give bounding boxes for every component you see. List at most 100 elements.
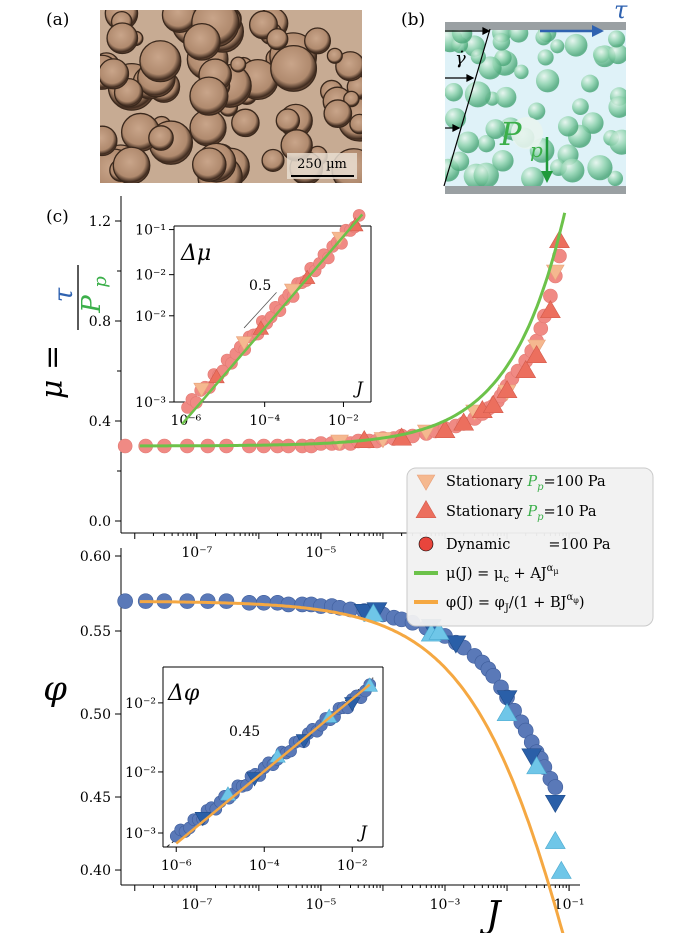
delta-phi-inset: Δφ J 0.45 10⁻⁶ 10⁻⁴ 10⁻² 10⁻³ 10⁻² 10⁻² bbox=[125, 666, 384, 874]
inset-y-tick-label: 10⁻³ bbox=[125, 826, 156, 842]
droplet bbox=[189, 76, 229, 116]
particle bbox=[535, 69, 560, 93]
x-tick-label: 10⁻⁷ bbox=[181, 545, 212, 561]
phi-stationary-10-point bbox=[550, 860, 572, 879]
particle bbox=[564, 33, 588, 57]
legend-label-4: φ(J) = φJ/(1 + BJαφ) bbox=[446, 592, 584, 614]
particle bbox=[572, 98, 589, 116]
inset-mu-slope-line bbox=[243, 292, 277, 329]
y-tick-label: 0.60 bbox=[80, 549, 111, 565]
y-tick-label: 0.40 bbox=[80, 863, 111, 879]
droplet bbox=[343, 90, 360, 108]
droplet bbox=[326, 47, 343, 64]
mu-dynamic-point bbox=[533, 321, 549, 336]
y-tick-label: 0.0 bbox=[89, 514, 111, 530]
droplet bbox=[270, 44, 318, 92]
phi-stationary-100-point bbox=[544, 794, 566, 813]
particle bbox=[527, 102, 546, 120]
top-plate bbox=[445, 22, 626, 30]
particle bbox=[470, 49, 486, 65]
phi-stationary-10-point bbox=[428, 621, 450, 640]
phi-stationary-10-point bbox=[526, 756, 548, 775]
droplet bbox=[349, 113, 362, 135]
particle bbox=[560, 158, 585, 183]
droplet bbox=[139, 40, 182, 83]
phi-vs-J-plot: 0.40 0.45 0.50 0.55 0.60 10⁻⁷ 10⁻⁵ 10⁻³ 10⁻¹ φ J bbox=[43, 548, 584, 933]
legend-label-2: Dynamic =100 Pa bbox=[446, 537, 611, 553]
panel-label-b: (b) bbox=[401, 10, 425, 30]
phi-fit-line bbox=[139, 600, 565, 933]
particle bbox=[535, 29, 552, 46]
droplet bbox=[100, 125, 118, 157]
droplet bbox=[106, 22, 139, 55]
particle bbox=[495, 86, 517, 108]
tau-symbol: τ bbox=[614, 0, 628, 24]
phi-dynamic-point bbox=[485, 668, 502, 684]
phi-stationary-100-point bbox=[496, 690, 518, 709]
inset-phi-fit-line bbox=[175, 683, 371, 845]
particle bbox=[485, 119, 506, 139]
y-tick-label: 0.45 bbox=[80, 790, 111, 806]
particle bbox=[558, 116, 579, 137]
inset-phi-slope-label: 0.45 bbox=[229, 724, 260, 740]
particle bbox=[609, 129, 626, 155]
phi-stationary-100-point bbox=[445, 635, 467, 654]
particle bbox=[477, 135, 496, 153]
inset-mu-slope-label: 0.5 bbox=[249, 278, 271, 294]
phi-xlabel: J bbox=[479, 895, 503, 933]
panel-label-a: (a) bbox=[46, 10, 69, 30]
mu-stationary-10-point bbox=[496, 380, 518, 399]
inset-y-tick-label: 10⁻² bbox=[135, 268, 166, 284]
mu-stationary-10-point bbox=[453, 412, 475, 431]
inset-y-tick-label: 10⁻² bbox=[125, 696, 156, 712]
y-tick-label: 0.55 bbox=[80, 624, 111, 640]
droplet bbox=[191, 147, 227, 182]
legend: Stationary Pp=100 Pa Stationary Pp=10 Pa D… bbox=[406, 467, 654, 627]
particle bbox=[608, 30, 626, 48]
mu-ylabel: μ = τ P p bbox=[35, 265, 111, 399]
highlighted-particle bbox=[511, 117, 543, 149]
particle bbox=[607, 170, 624, 186]
mu-vs-J-plot: 0.0 0.4 0.8 1.2 10⁻⁷ 10⁻⁵ μ = τ P p bbox=[35, 196, 580, 561]
mu-stationary-10-point bbox=[515, 360, 537, 379]
inset-mu-xlabel: J bbox=[353, 379, 364, 399]
pressure-symbol: P bbox=[499, 115, 522, 153]
mu-dynamic-point bbox=[117, 438, 133, 454]
droplet bbox=[261, 148, 285, 172]
inset-mu-fit-line bbox=[181, 213, 364, 425]
particle bbox=[452, 29, 473, 44]
inset-phi-ylabel: Δφ bbox=[167, 681, 200, 706]
svg-text:P: P bbox=[77, 295, 107, 314]
inset-x-tick-label: 10⁻⁴ bbox=[249, 858, 280, 874]
particle bbox=[550, 39, 565, 54]
mu-stationary-10-point bbox=[434, 420, 456, 439]
pressure-subscript: p bbox=[530, 138, 543, 162]
phi-stationary-10-point bbox=[496, 703, 518, 722]
phi-ylabel: φ bbox=[43, 669, 67, 709]
particle bbox=[464, 81, 491, 108]
y-tick-label: 1.2 bbox=[89, 214, 111, 230]
svg-text:p: p bbox=[90, 276, 111, 288]
particle bbox=[587, 155, 613, 181]
particle bbox=[445, 108, 467, 130]
particle bbox=[537, 49, 554, 66]
droplet bbox=[112, 146, 151, 183]
droplet bbox=[304, 27, 332, 55]
phi-dynamic-point bbox=[547, 779, 564, 795]
y-tick-label: 0.50 bbox=[80, 707, 111, 723]
shear-rate-symbol: γ̇ bbox=[455, 48, 466, 69]
legend-label-3: μ(J) = μc + AJαμ bbox=[446, 563, 559, 585]
micrograph-image: 250 µm bbox=[100, 10, 362, 183]
y-tick-label: 0.8 bbox=[89, 314, 111, 330]
droplet bbox=[100, 58, 130, 90]
legend-label-1: Stationary Pp=10 Pa bbox=[446, 504, 597, 523]
svg-text:μ =: μ = bbox=[35, 345, 70, 399]
droplet bbox=[231, 108, 260, 138]
droplet bbox=[148, 125, 174, 151]
phi-dynamic-point bbox=[218, 593, 235, 609]
x-tick-label: 10⁻⁵ bbox=[305, 545, 336, 561]
inset-y-tick-label: 10⁻¹ bbox=[135, 223, 166, 239]
x-tick-label: 10⁻⁵ bbox=[305, 897, 336, 913]
inset-mu-ylabel: Δμ bbox=[180, 241, 211, 266]
mu-stationary-10-point bbox=[526, 345, 548, 364]
